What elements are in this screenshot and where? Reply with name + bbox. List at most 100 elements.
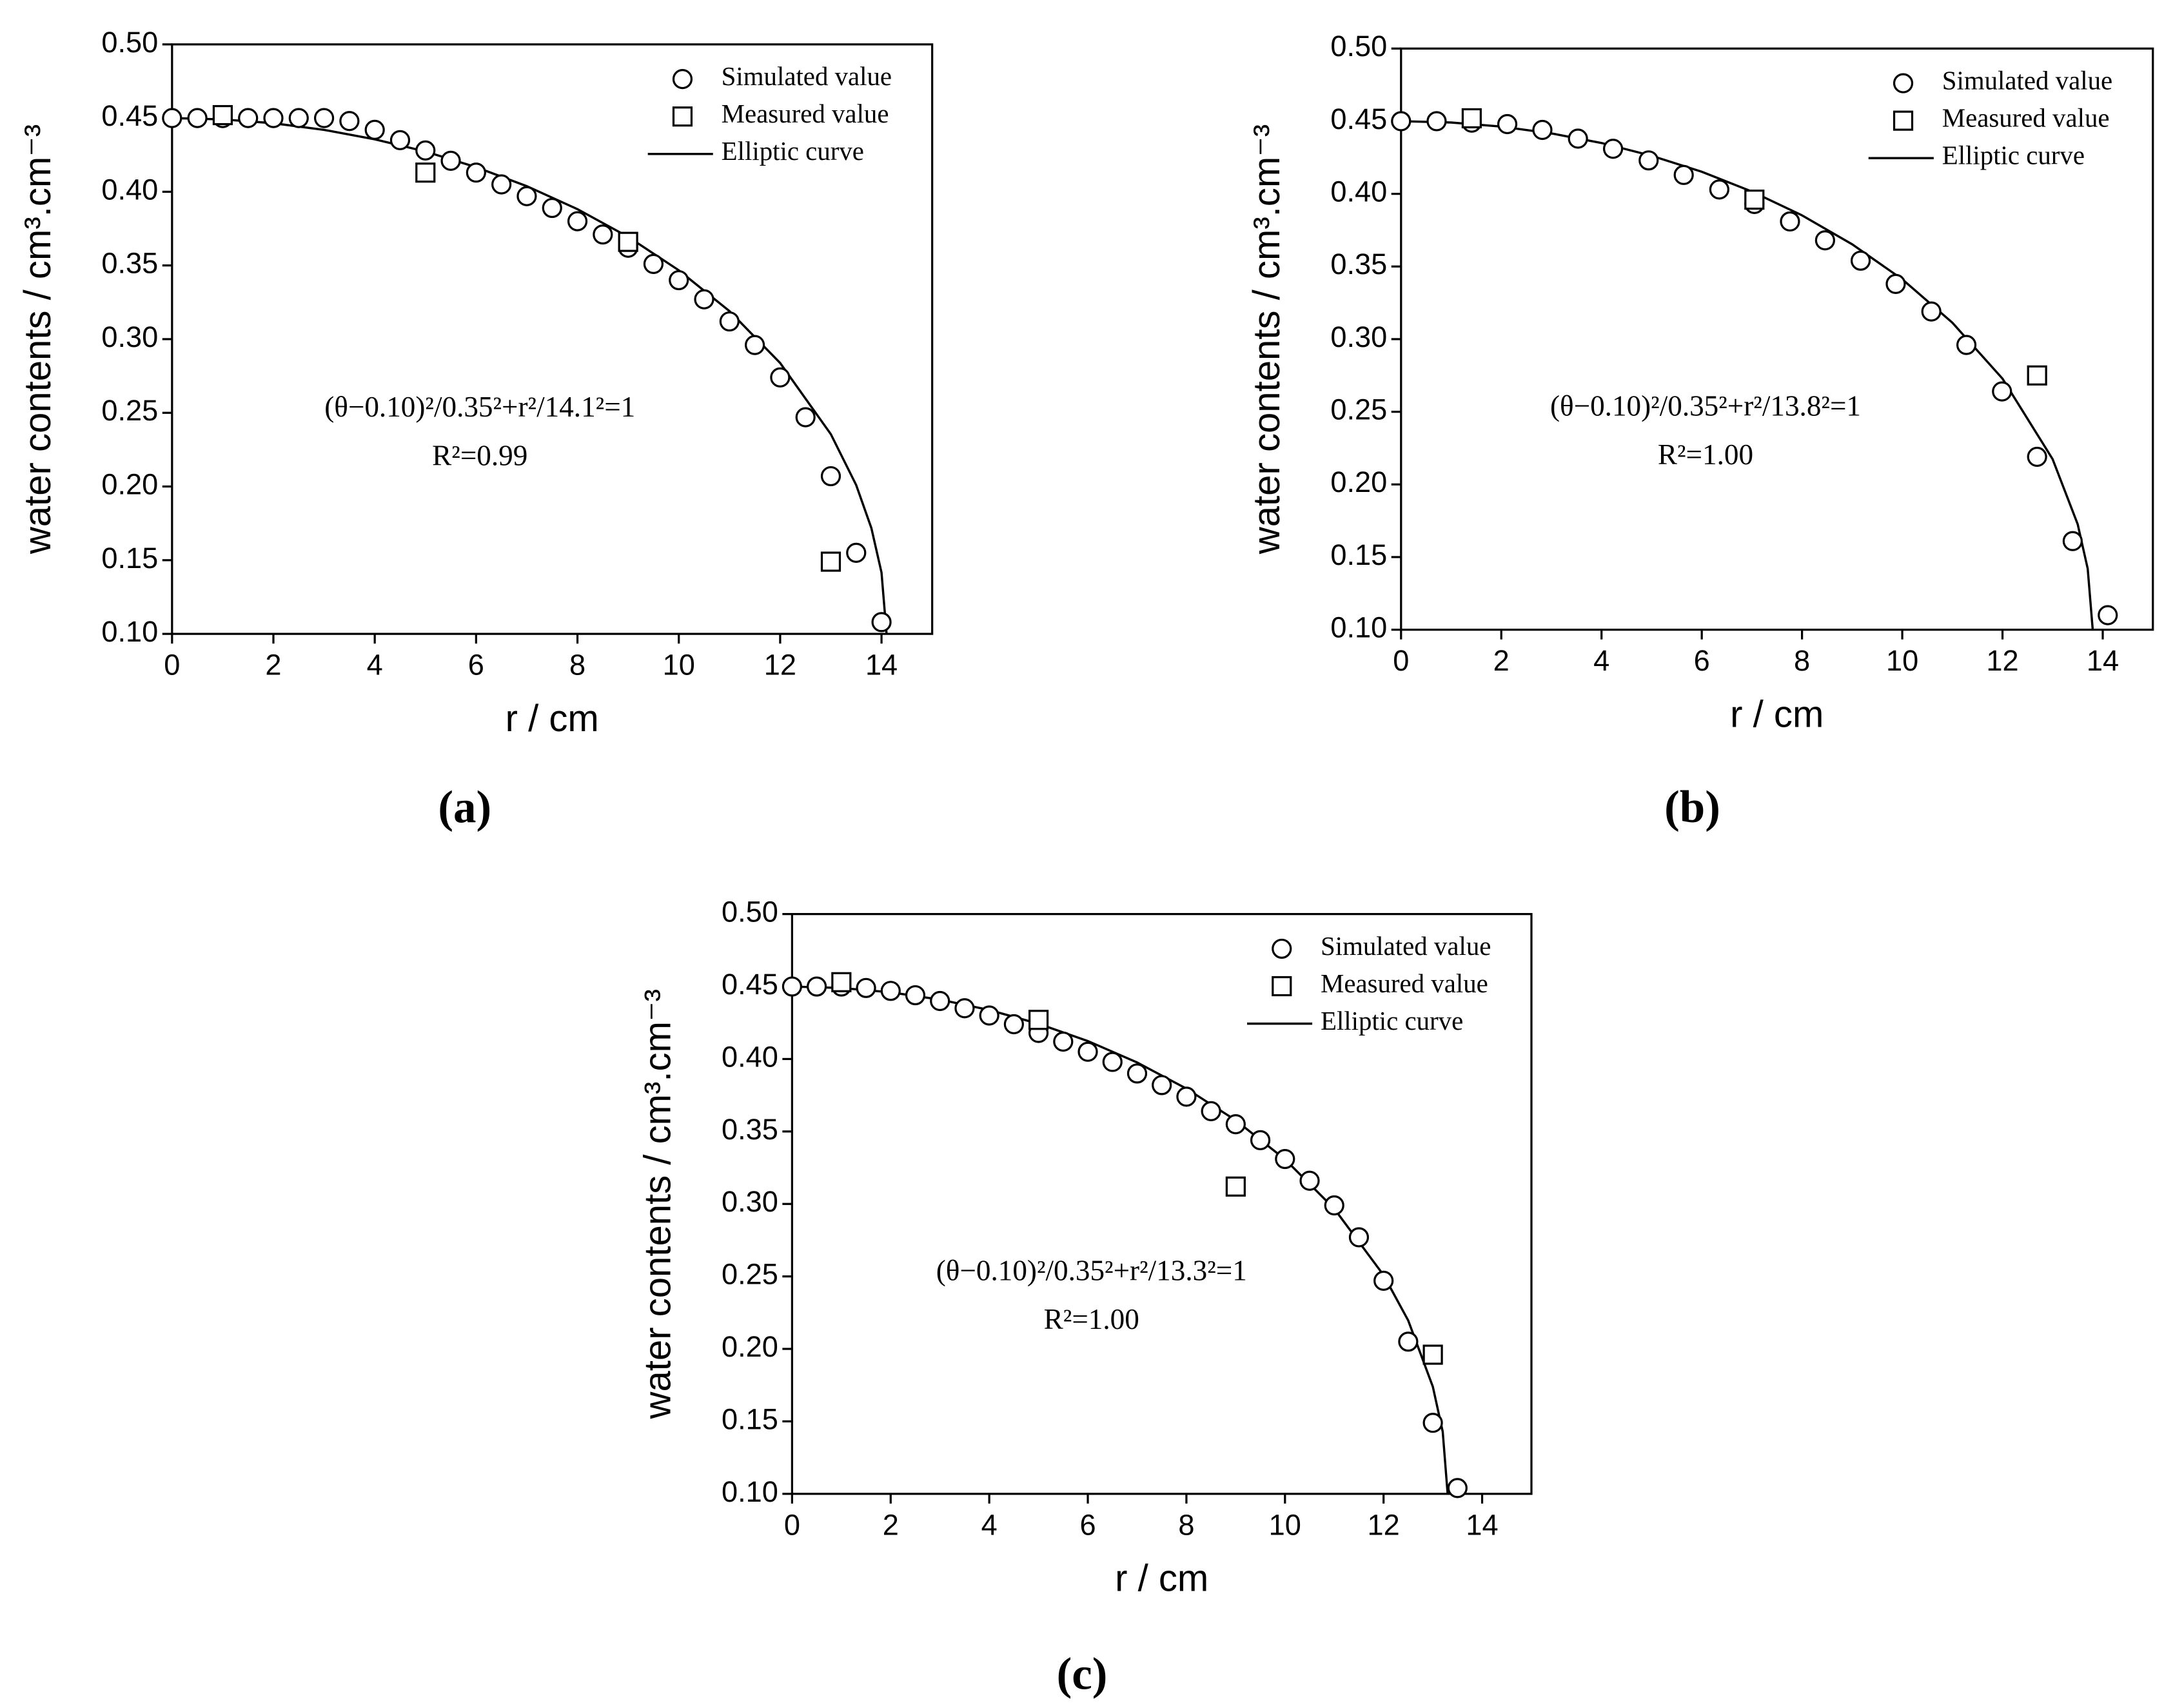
simulated-point <box>856 977 876 998</box>
x-tick-label: 2 <box>1493 644 1510 677</box>
x-tick-label: 4 <box>1593 644 1609 677</box>
legend-label: Elliptic curve <box>1321 1006 1463 1036</box>
legend-label: Simulated value <box>1942 66 2112 95</box>
simulated-point <box>1324 1195 1344 1216</box>
legend-label: Measured value <box>1942 104 2110 133</box>
panel-label: (c) <box>1057 1649 1108 1699</box>
x-tick-label: 8 <box>569 649 585 682</box>
y-tick-label: 0.15 <box>1330 538 1387 571</box>
y-tick-label: 0.50 <box>722 896 778 928</box>
annotation: (θ−0.10)²/0.35²+r²/13.3²=1 <box>936 1255 1247 1287</box>
simulated-point <box>238 108 259 128</box>
y-axis-title: water contents / cm³.cm⁻³ <box>17 124 59 555</box>
simulated-point <box>1250 1130 1271 1150</box>
simulated-point <box>1885 273 1906 294</box>
panel: 0 2 4 6 8 10 12 14 0.10 0.15 0.20 0.25 0.30 0.35 0.40 0… <box>1246 30 2154 832</box>
x-tick-label: 12 <box>764 649 796 682</box>
x-tick-label: 14 <box>865 649 898 682</box>
x-tick-label: 0 <box>1393 644 1409 677</box>
panel: 0 2 4 6 8 10 12 14 0.10 0.15 0.20 0.25 0.30 0.35 0.40 0… <box>17 26 934 832</box>
simulated-point <box>389 130 411 151</box>
annotation: R²=1.00 <box>1658 438 1753 471</box>
panel-label: (b) <box>1664 782 1720 832</box>
legend-marker <box>1893 73 1914 93</box>
x-axis-title: r / cm <box>1115 1558 1208 1600</box>
annotation: (θ−0.10)²/0.35²+r²/14.1²=1 <box>324 391 635 423</box>
x-axis-title: r / cm <box>1730 694 1824 736</box>
legend-label: Simulated value <box>1321 932 1491 961</box>
y-tick-label: 0.50 <box>1330 30 1387 63</box>
simulated-point <box>1053 1031 1074 1052</box>
legend-label: Elliptic curve <box>1942 141 2085 170</box>
panel: 0 2 4 6 8 10 12 14 0.10 0.15 0.20 0.25 0.30 0.35 0.40 0… <box>636 896 1533 1699</box>
simulated-point <box>263 108 284 128</box>
x-tick-label: 4 <box>981 1508 998 1541</box>
x-tick-label: 0 <box>164 649 180 682</box>
x-tick-label: 6 <box>1079 1508 1096 1541</box>
x-tick-label: 6 <box>468 649 484 682</box>
simulated-point <box>2027 446 2047 467</box>
legend-label: Measured value <box>722 99 889 128</box>
simulated-point <box>1102 1052 1123 1072</box>
simulated-point <box>187 108 208 128</box>
simulated-point <box>1497 113 1518 135</box>
x-tick-label: 14 <box>2087 644 2119 677</box>
simulated-point <box>694 289 714 309</box>
simulated-point <box>807 976 827 997</box>
simulated-point <box>2098 605 2118 625</box>
x-tick-label: 2 <box>265 649 281 682</box>
simulated-point <box>719 311 740 332</box>
y-tick-label: 0.30 <box>101 320 158 353</box>
measured-point <box>1028 1010 1049 1030</box>
simulated-point <box>1602 139 1624 159</box>
y-tick-label: 0.30 <box>1330 320 1387 353</box>
x-tick-label: 10 <box>663 649 695 682</box>
y-tick-label: 0.45 <box>101 99 158 132</box>
x-axis-title: r / cm <box>506 698 599 740</box>
simulated-point <box>1532 119 1553 141</box>
simulated-point <box>954 998 975 1019</box>
simulated-point <box>339 111 360 132</box>
simulated-point <box>1709 179 1729 200</box>
x-tick-label: 8 <box>1178 1508 1194 1541</box>
simulated-point <box>905 985 926 1006</box>
measured-point <box>1461 108 1482 129</box>
simulated-point <box>1568 128 1588 149</box>
simulated-point <box>364 119 385 141</box>
x-tick-label: 10 <box>1886 644 1918 677</box>
simulated-point <box>930 990 950 1012</box>
simulated-point <box>1077 1041 1098 1062</box>
measured-point <box>2027 365 2047 386</box>
legend-marker <box>1272 938 1292 959</box>
simulated-point <box>2062 531 2083 551</box>
y-tick-label: 0.35 <box>1330 248 1387 280</box>
simulated-point <box>1673 164 1694 185</box>
simulated-point <box>1398 1331 1419 1352</box>
simulated-point <box>415 140 436 161</box>
y-tick-label: 0.50 <box>101 26 158 59</box>
legend-marker <box>1272 976 1292 997</box>
simulated-point <box>1152 1075 1172 1095</box>
simulated-point <box>1815 230 1835 251</box>
elliptic-curve <box>172 117 888 634</box>
y-tick-label: 0.25 <box>722 1258 778 1291</box>
legend-label: Measured value <box>1321 969 1488 998</box>
simulated-point <box>1780 211 1800 232</box>
y-tick-label: 0.10 <box>101 615 158 648</box>
simulated-point <box>440 150 461 172</box>
y-tick-label: 0.20 <box>1330 466 1387 498</box>
x-tick-label: 4 <box>367 649 383 682</box>
simulated-point <box>491 174 512 195</box>
measured-point <box>831 972 852 992</box>
simulated-point <box>1391 111 1412 132</box>
simulated-point <box>979 1005 999 1026</box>
simulated-point <box>643 253 664 274</box>
simulated-point <box>1299 1170 1320 1191</box>
simulated-point <box>1126 1063 1148 1084</box>
y-tick-label: 0.30 <box>722 1185 778 1218</box>
simulated-point <box>1426 111 1447 132</box>
x-tick-label: 12 <box>1368 1508 1400 1541</box>
y-tick-label: 0.25 <box>1330 393 1387 426</box>
annotation: (θ−0.10)²/0.35²+r²/13.8²=1 <box>1550 389 1861 422</box>
simulated-point <box>846 542 867 563</box>
